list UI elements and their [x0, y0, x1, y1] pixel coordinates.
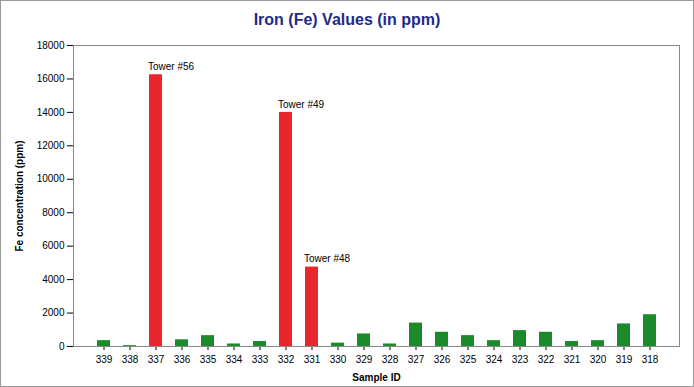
svg-text:16000: 16000 — [37, 73, 65, 84]
svg-text:329: 329 — [356, 354, 373, 365]
svg-text:323: 323 — [512, 354, 529, 365]
svg-text:Tower #48: Tower #48 — [304, 253, 351, 264]
svg-text:4000: 4000 — [42, 274, 65, 285]
svg-text:318: 318 — [642, 354, 659, 365]
svg-text:14000: 14000 — [37, 107, 65, 118]
svg-text:0: 0 — [59, 341, 65, 352]
svg-text:Tower #56: Tower #56 — [148, 61, 195, 72]
svg-text:333: 333 — [252, 354, 269, 365]
svg-text:327: 327 — [408, 354, 425, 365]
svg-text:Tower #49: Tower #49 — [278, 99, 325, 110]
svg-text:339: 339 — [96, 354, 113, 365]
svg-text:326: 326 — [434, 354, 451, 365]
svg-text:328: 328 — [382, 354, 399, 365]
svg-text:332: 332 — [278, 354, 295, 365]
svg-text:335: 335 — [200, 354, 217, 365]
svg-text:322: 322 — [538, 354, 555, 365]
svg-text:321: 321 — [564, 354, 581, 365]
svg-text:8000: 8000 — [42, 207, 65, 218]
svg-text:319: 319 — [616, 354, 633, 365]
svg-text:6000: 6000 — [42, 240, 65, 251]
html-text:Iron (Fe) Values (in ppm): Iron (Fe) Values (in ppm) — [253, 11, 441, 28]
svg-text:18000: 18000 — [37, 40, 65, 51]
svg-text:338: 338 — [122, 354, 139, 365]
svg-text:Fe concentration (ppm): Fe concentration (ppm) — [14, 140, 25, 251]
svg-text:334: 334 — [226, 354, 243, 365]
svg-text:331: 331 — [304, 354, 321, 365]
svg-text:336: 336 — [174, 354, 191, 365]
svg-text:337: 337 — [148, 354, 165, 365]
svg-text:324: 324 — [486, 354, 503, 365]
svg-text:320: 320 — [590, 354, 607, 365]
svg-text:330: 330 — [330, 354, 347, 365]
svg-text:12000: 12000 — [37, 140, 65, 151]
svg-text:10000: 10000 — [37, 173, 65, 184]
svg-text:325: 325 — [460, 354, 477, 365]
svg-text:2000: 2000 — [42, 307, 65, 318]
svg-text:Sample ID: Sample ID — [352, 372, 400, 383]
